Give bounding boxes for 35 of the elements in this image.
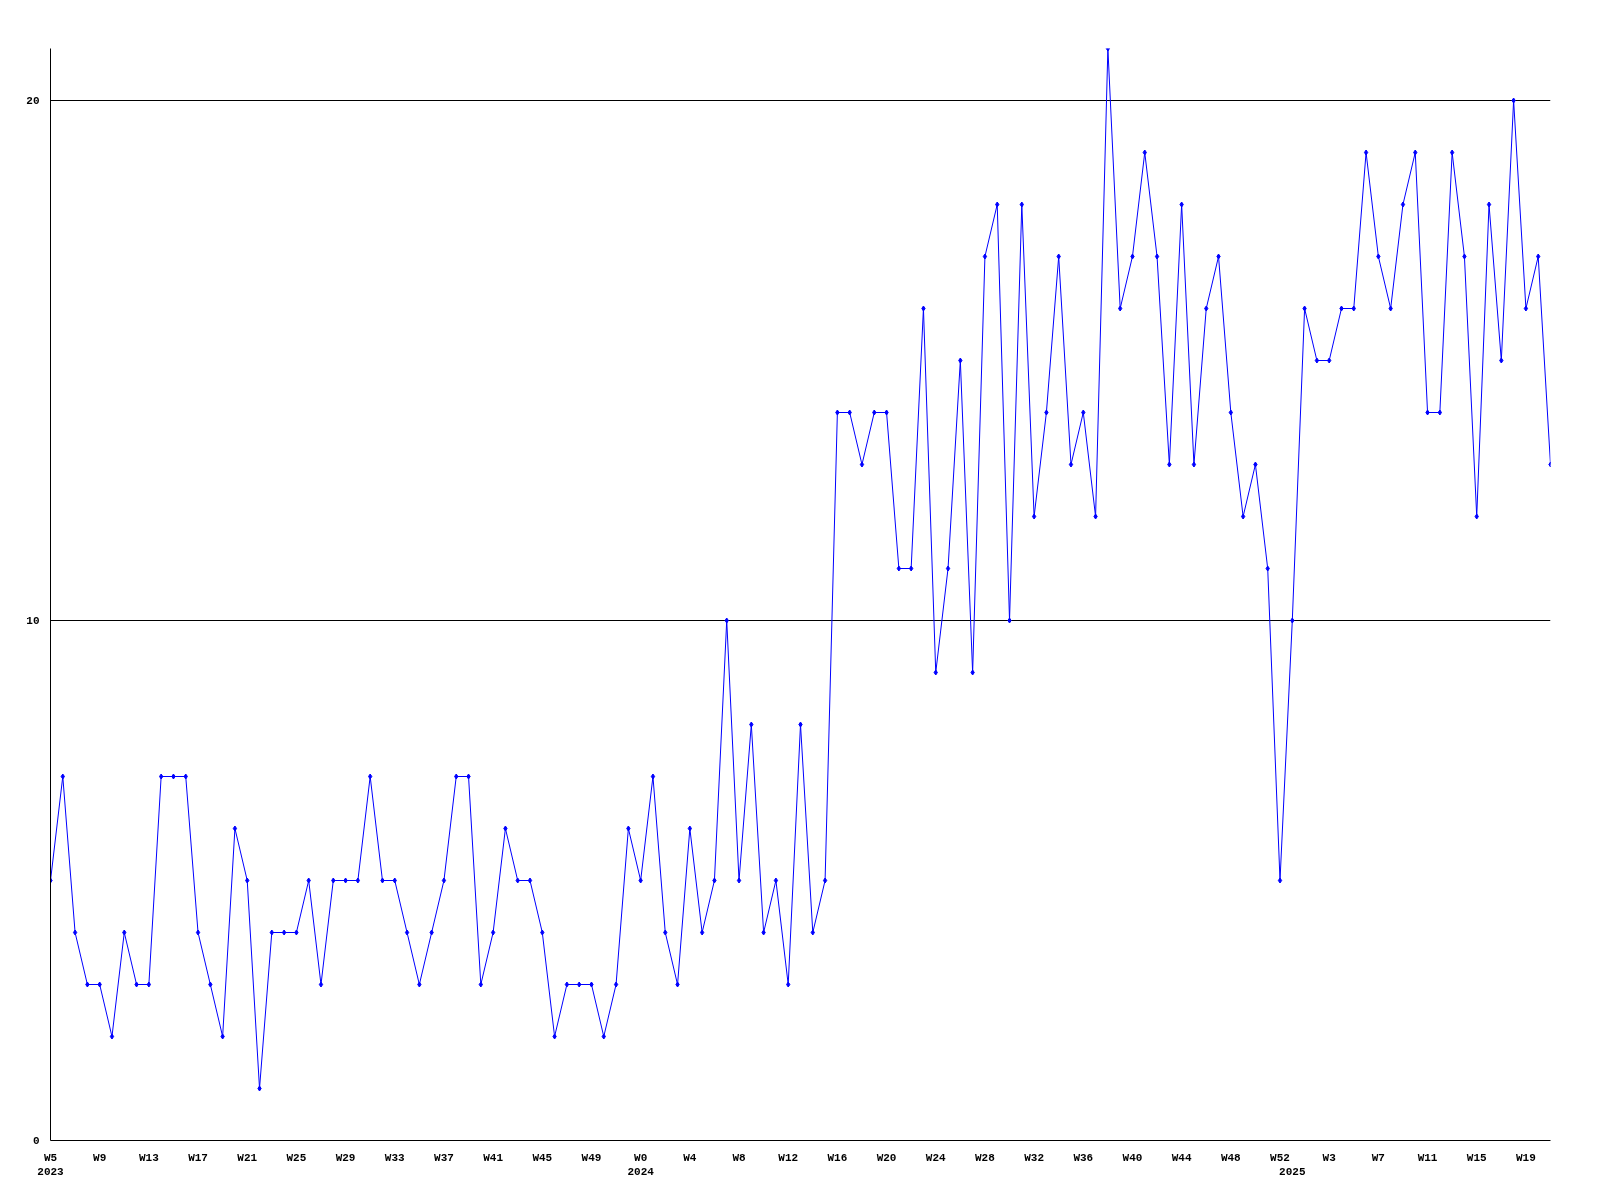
y-tick-label: 0 (32, 1135, 40, 1147)
x-tick-label: W12 (778, 1151, 799, 1164)
x-tick-label: W11 (1417, 1151, 1438, 1164)
x-tick-label: W37 (434, 1151, 454, 1164)
x-tick-label: W3 (1322, 1151, 1337, 1164)
x-tick-label: W33 (384, 1151, 406, 1164)
y-tick-label: 10 (26, 615, 40, 627)
x-tick-label: W17 (188, 1151, 208, 1164)
x-tick-label: W36 (1073, 1151, 1094, 1164)
x-tick-label: W15 (1466, 1151, 1488, 1164)
x-tick-label: W0 2024 (627, 1151, 655, 1178)
x-tick-label: W25 (286, 1151, 307, 1164)
x-tick-label: W7 (1371, 1151, 1385, 1164)
x-tick-label: W32 (1024, 1151, 1045, 1164)
x-tick-label: W28 (975, 1151, 996, 1164)
x-tick-label: W19 (1516, 1151, 1536, 1164)
x-tick-label: W44 (1171, 1151, 1192, 1164)
x-tick-label: W8 (732, 1151, 747, 1164)
x-tick-label: W4 (683, 1151, 697, 1164)
x-tick-label: W13 (138, 1151, 160, 1164)
x-tick-label: W29 (335, 1151, 356, 1164)
y-tick-label: 20 (26, 95, 40, 107)
x-tick-label: W21 (237, 1151, 258, 1164)
x-tick-label: W45 (532, 1151, 553, 1164)
x-tick-label: W40 (1122, 1151, 1143, 1164)
x-tick-label: W5 2023 (37, 1151, 65, 1178)
x-tick-label: W20 (876, 1151, 897, 1164)
x-tick-label: 2025 (1279, 1165, 1306, 1178)
x-tick-label: W49 (581, 1151, 602, 1164)
x-tick-label: W9 (93, 1151, 107, 1164)
x-tick-label: W16 (827, 1151, 848, 1164)
x-tick-label: W24 (925, 1151, 947, 1164)
x-tick-label: W48 (1220, 1151, 1242, 1164)
x-tick-label: W52 (1270, 1151, 1290, 1164)
x-tick-label: W41 (483, 1151, 504, 1164)
